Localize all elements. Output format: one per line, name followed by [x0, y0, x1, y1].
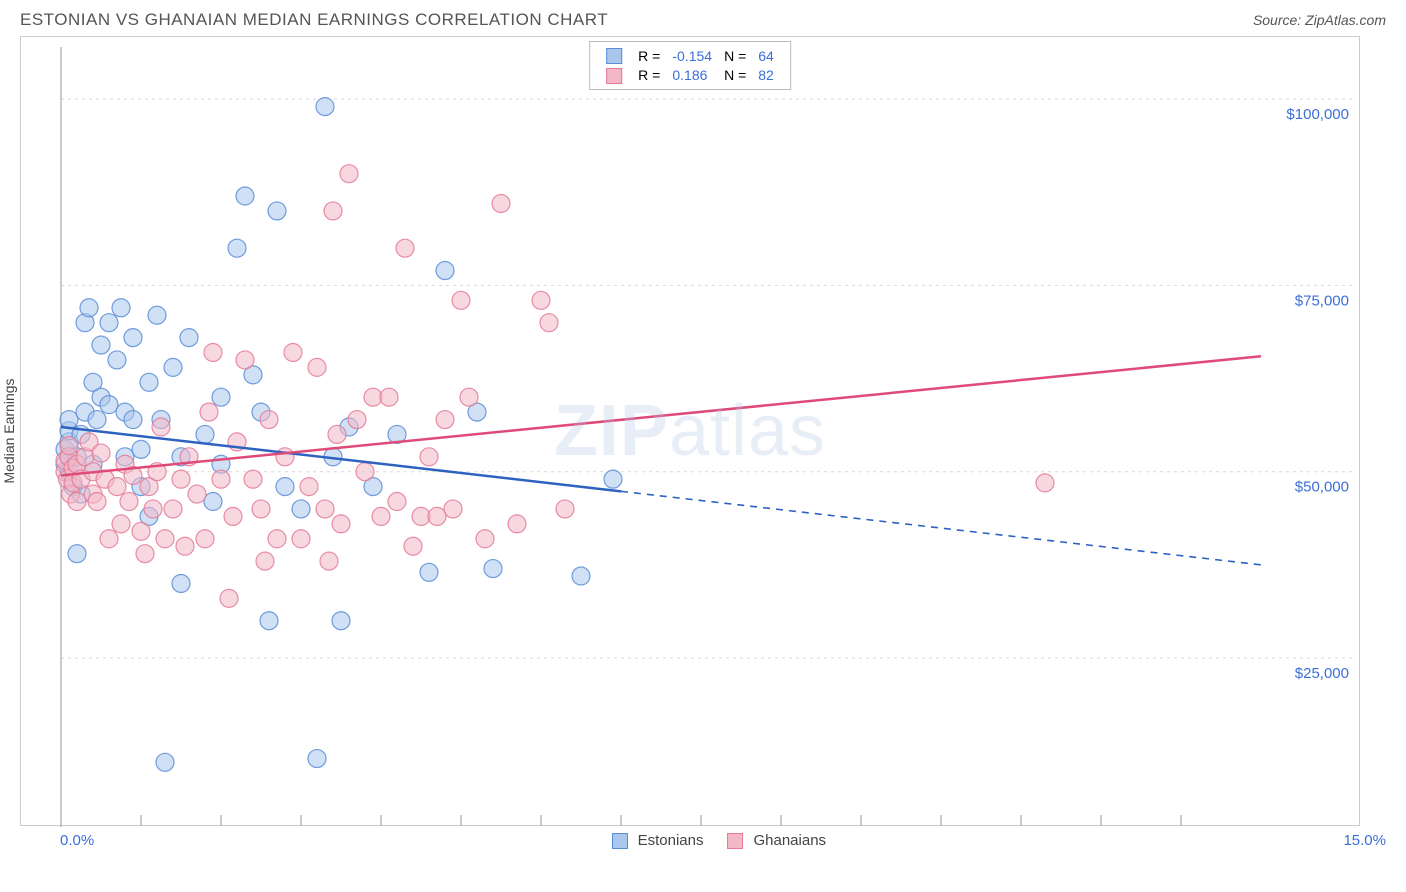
legend-item-ghanaians: Ghanaians	[727, 832, 826, 849]
n-value-ghanaians: 82	[752, 65, 780, 84]
r-value-ghanaians: 0.186	[666, 65, 718, 84]
chart-title: ESTONIAN VS GHANAIAN MEDIAN EARNINGS COR…	[20, 10, 608, 30]
n-label: N =	[718, 65, 752, 84]
swatch-ghanaians	[606, 68, 622, 84]
y-axis-label: Median Earnings	[1, 378, 17, 483]
legend-row-ghanaians: R = 0.186 N = 82	[600, 65, 780, 84]
x-axis-row: 0.0% Estonians Ghanaians 15.0%	[0, 826, 1406, 849]
legend-correlation: R = -0.154 N = 64 R = 0.186 N = 82	[589, 41, 791, 90]
svg-text:$25,000: $25,000	[1295, 665, 1349, 682]
swatch-estonians-icon	[612, 833, 628, 849]
chart-container: Median Earnings R = -0.154 N = 64 R = 0.…	[20, 36, 1360, 826]
r-value-estonians: -0.154	[666, 46, 718, 65]
svg-text:$100,000: $100,000	[1286, 106, 1349, 123]
legend-label-ghanaians: Ghanaians	[753, 832, 826, 849]
n-label: N =	[718, 46, 752, 65]
r-label: R =	[632, 46, 666, 65]
legend-item-estonians: Estonians	[612, 832, 704, 849]
swatch-estonians	[606, 48, 622, 64]
legend-label-estonians: Estonians	[638, 832, 704, 849]
swatch-ghanaians-icon	[727, 833, 743, 849]
x-axis-max: 15.0%	[1343, 832, 1386, 849]
legend-row-estonians: R = -0.154 N = 64	[600, 46, 780, 65]
svg-text:$75,000: $75,000	[1295, 292, 1349, 309]
header: ESTONIAN VS GHANAIAN MEDIAN EARNINGS COR…	[0, 0, 1406, 36]
scatter-plot: $25,000 $50,000 $75,000 $100,000	[21, 37, 1361, 827]
source-label: Source: ZipAtlas.com	[1253, 12, 1386, 28]
n-value-estonians: 64	[752, 46, 780, 65]
r-label: R =	[632, 65, 666, 84]
svg-text:$50,000: $50,000	[1295, 479, 1349, 496]
x-axis-min: 0.0%	[60, 832, 94, 849]
legend-bottom: Estonians Ghanaians	[612, 832, 826, 849]
